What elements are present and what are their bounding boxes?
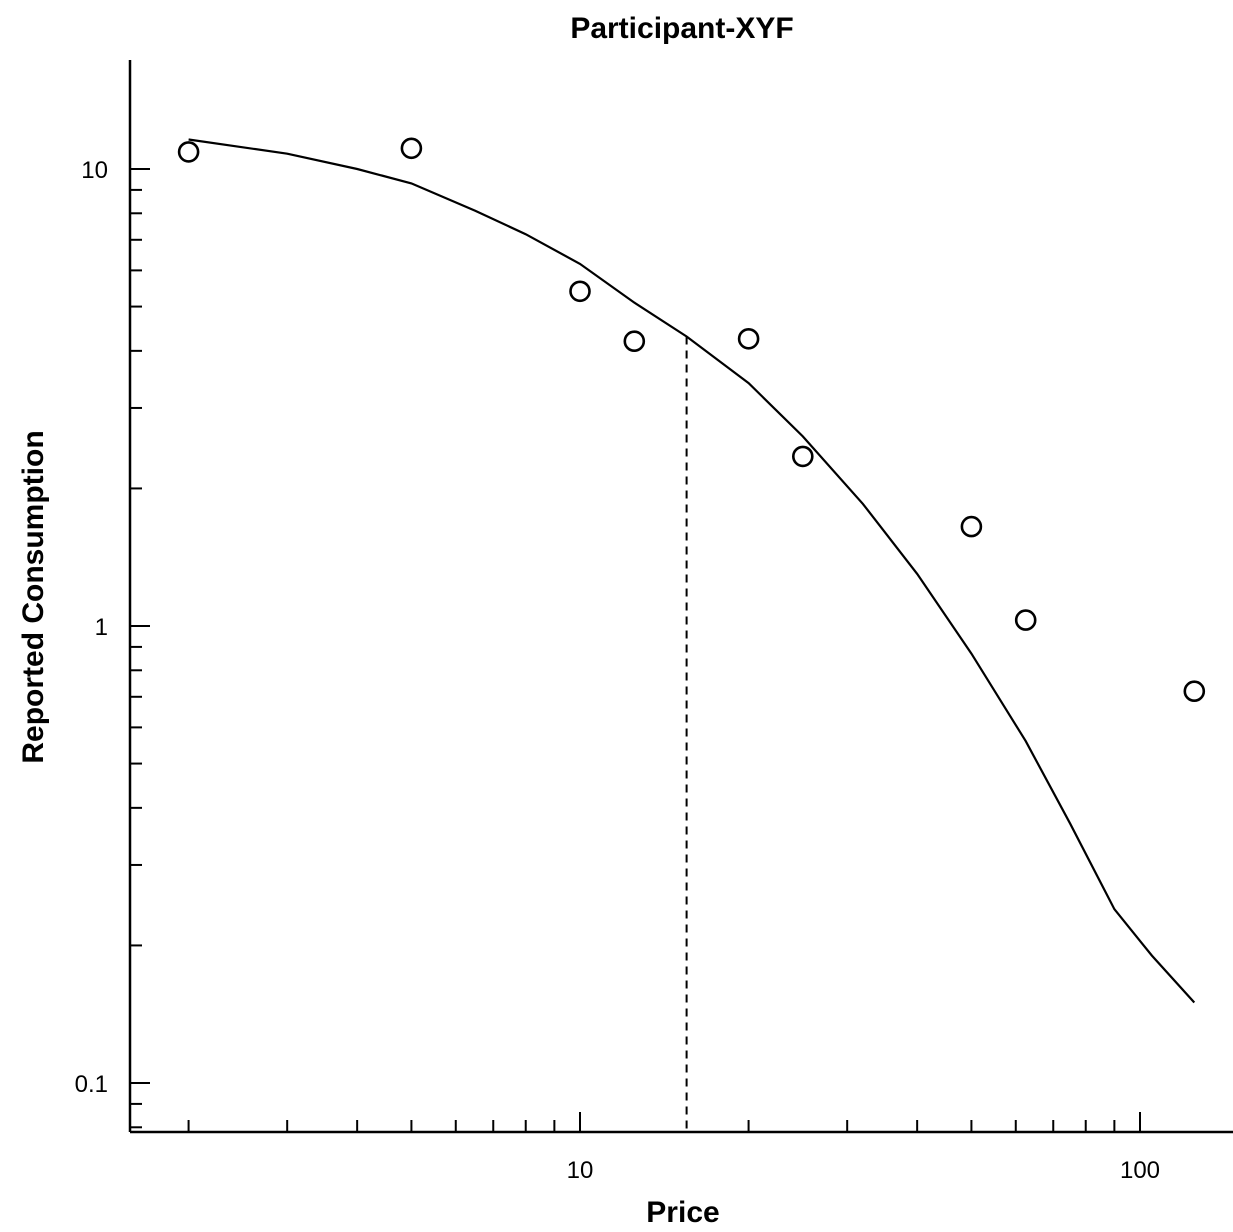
data-point — [400, 137, 423, 160]
y-tick-label: 0.1 — [75, 1071, 108, 1098]
data-point — [1014, 609, 1037, 631]
y-tick-label: 10 — [81, 157, 108, 184]
data-point — [177, 141, 200, 163]
data-point — [569, 280, 591, 303]
data-point — [1183, 680, 1206, 703]
fitted-demand-curve — [188, 138, 1196, 1004]
data-points — [177, 137, 1206, 703]
chart-title: Participant-XYF — [570, 12, 793, 45]
data-point — [791, 445, 814, 468]
x-axis-tick-labels: 10 100 — [567, 1157, 1160, 1184]
y-axis-ticks — [130, 168, 150, 1129]
data-point — [623, 330, 646, 353]
data-point — [737, 327, 760, 350]
x-axis-ticks — [187, 1112, 1141, 1132]
y-tick-label: 1 — [95, 614, 108, 641]
x-axis-label: Price — [646, 1196, 719, 1229]
x-tick-label: 100 — [1120, 1157, 1160, 1184]
y-axis-tick-labels: 0.1 1 10 — [75, 157, 108, 1098]
x-tick-label: 10 — [567, 1157, 594, 1184]
y-axis-label: Reported Consumption — [17, 430, 50, 763]
data-point — [960, 515, 983, 538]
